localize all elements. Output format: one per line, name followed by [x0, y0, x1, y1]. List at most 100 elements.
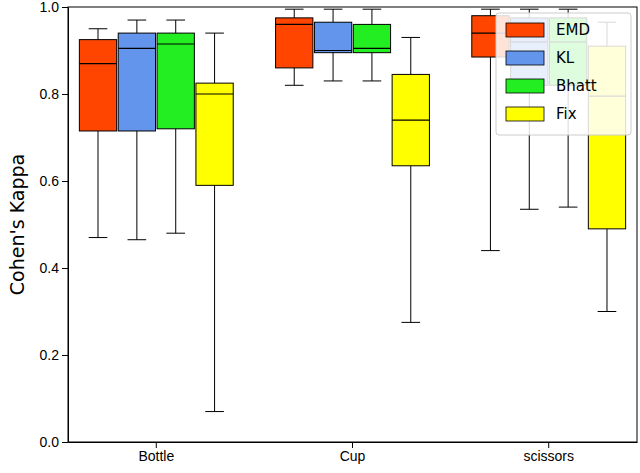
legend-label: KL [556, 49, 575, 67]
y-tick: 0.8 [40, 86, 68, 102]
box [79, 40, 116, 131]
y-tick-mark [62, 268, 68, 269]
whisker-cap [481, 9, 500, 10]
legend-label: Fix [556, 105, 577, 123]
whisker-cap [401, 322, 420, 323]
median [276, 24, 313, 25]
box-group [392, 37, 429, 322]
box [353, 24, 390, 52]
whisker-cap [205, 33, 224, 34]
whisker-cap [285, 85, 304, 86]
y-axis: 0.0 0.2 0.4 0.6 0.8 1.0 [40, 0, 69, 450]
legend-item: Fix [506, 105, 577, 123]
box-group [79, 29, 116, 238]
plot-frame [68, 7, 637, 442]
x-tick: Cup [340, 442, 366, 464]
whisker-cap [598, 311, 617, 312]
whisker-cap [128, 20, 147, 21]
x-axis: Bottle Cup scissors [69, 442, 638, 464]
y-tick: 0.2 [40, 347, 68, 363]
whisker-cap [324, 9, 343, 10]
whisker-cap [559, 207, 578, 208]
legend-item: Bhatt [506, 77, 597, 95]
y-tick-mark [62, 442, 68, 443]
median [118, 48, 155, 49]
y-tick-mark [62, 181, 68, 182]
whisker [333, 9, 334, 22]
median [314, 50, 351, 51]
whisker [98, 131, 99, 238]
x-tick: scissors [523, 442, 574, 464]
x-tick-label: Bottle [138, 448, 174, 464]
y-tick: 0.0 [40, 434, 68, 450]
whisker [371, 53, 372, 81]
box-group [314, 9, 351, 81]
whisker [410, 166, 411, 323]
box [276, 18, 313, 68]
box-group [196, 33, 233, 411]
whisker [98, 29, 99, 40]
y-axis-title: Cohen's Kappa [6, 154, 28, 295]
legend: EMD KL Bhatt Fix [496, 13, 631, 135]
legend-label: EMD [556, 21, 590, 39]
box-group [157, 20, 194, 233]
box [157, 33, 194, 129]
whisker-cap [481, 250, 500, 251]
box [196, 83, 233, 185]
whisker [136, 131, 137, 240]
y-tick-mark [62, 94, 68, 95]
box [392, 74, 429, 165]
median [196, 93, 233, 94]
y-tick-label: 0.4 [40, 260, 60, 276]
whisker-cap [285, 9, 304, 10]
whisker [490, 9, 491, 16]
whisker [606, 229, 607, 312]
whisker [410, 37, 411, 74]
median [157, 43, 194, 44]
whisker-cap [520, 209, 539, 210]
whisker [371, 9, 372, 24]
x-tick: Bottle [138, 442, 174, 464]
chart: 0.0 0.2 0.4 0.6 0.8 1.0 Bottle Cup scissors EMD KL… [0, 0, 640, 473]
box-group [353, 9, 390, 81]
y-tick: 0.4 [40, 260, 68, 276]
y-tick-label: 0.8 [40, 86, 60, 102]
median [392, 119, 429, 120]
legend-swatch [506, 79, 544, 93]
whisker-cap [401, 37, 420, 38]
whisker-cap [363, 80, 382, 81]
whisker [294, 68, 295, 85]
y-tick-label: 0.6 [40, 173, 60, 189]
median [79, 63, 116, 64]
whisker-cap [89, 237, 108, 238]
y-tick-label: 0.0 [40, 434, 60, 450]
box [314, 22, 351, 52]
whisker-cap [520, 9, 539, 10]
whisker-cap [166, 233, 185, 234]
whisker [214, 33, 215, 83]
whisker-cap [166, 20, 185, 21]
plot-area: 0.0 0.2 0.4 0.6 0.8 1.0 Bottle Cup scissors EMD KL… [40, 0, 638, 464]
box-group [276, 9, 313, 85]
whisker [294, 9, 295, 18]
whisker-cap [128, 239, 147, 240]
whisker [490, 57, 491, 251]
legend-item: EMD [506, 21, 590, 39]
whisker [175, 129, 176, 233]
box [118, 33, 155, 131]
whisker [214, 185, 215, 411]
whisker-cap [324, 80, 343, 81]
legend-label: Bhatt [556, 77, 597, 95]
y-tick-mark [62, 355, 68, 356]
y-tick: 0.6 [40, 173, 68, 189]
x-tick-label: scissors [523, 448, 574, 464]
legend-swatch [506, 51, 544, 65]
y-tick: 1.0 [40, 0, 68, 15]
whisker-cap [559, 9, 578, 10]
x-tick-label: Cup [340, 448, 366, 464]
legend-swatch [506, 107, 544, 121]
legend-item: KL [506, 49, 575, 67]
whisker [175, 20, 176, 33]
whisker-cap [205, 411, 224, 412]
whisker-cap [89, 28, 108, 29]
